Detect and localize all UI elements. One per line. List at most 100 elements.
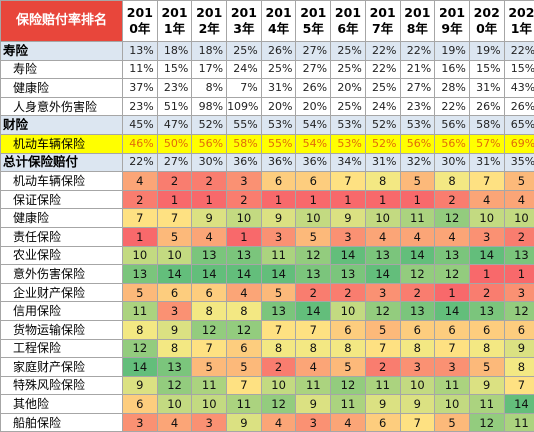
rank-cell: 5 xyxy=(261,283,296,302)
rank-row-label: 信用保险 xyxy=(1,302,123,321)
rank-cell: 12 xyxy=(192,320,227,339)
rank-cell: 7 xyxy=(400,413,435,432)
rank-cell: 5 xyxy=(365,320,400,339)
rank-cell: 5 xyxy=(331,358,366,377)
ratio-cell: 25% xyxy=(331,97,366,116)
rank-cell: 11 xyxy=(123,302,158,321)
rank-cell: 5 xyxy=(400,172,435,191)
rank-cell: 4 xyxy=(123,172,158,191)
rank-cell: 7 xyxy=(157,209,192,228)
ratio-cell: 36% xyxy=(296,153,331,172)
rank-cell: 6 xyxy=(192,283,227,302)
rank-row-label: 船舶保险 xyxy=(1,413,123,432)
rank-cell: 11 xyxy=(435,376,470,395)
ratio-cell: 57% xyxy=(469,134,504,153)
rank-cell: 9 xyxy=(123,376,158,395)
rank-cell: 14 xyxy=(192,265,227,284)
rank-cell: 1 xyxy=(227,227,262,246)
rank-cell: 9 xyxy=(296,395,331,414)
rank-cell: 8 xyxy=(400,339,435,358)
rank-cell: 7 xyxy=(296,320,331,339)
rank-row-label: 健康险 xyxy=(1,209,123,228)
rank-cell: 14 xyxy=(504,395,534,414)
ratio-cell: 58% xyxy=(227,134,262,153)
rank-cell: 4 xyxy=(296,358,331,377)
row-label: 人身意外伤害险 xyxy=(1,97,123,116)
rank-cell: 12 xyxy=(227,320,262,339)
row-label: 寿险 xyxy=(1,60,123,79)
ratio-cell: 25% xyxy=(331,60,366,79)
rank-cell: 9 xyxy=(261,209,296,228)
rank-cell: 6 xyxy=(365,413,400,432)
rank-cell: 5 xyxy=(435,413,470,432)
ratio-cell: 50% xyxy=(157,134,192,153)
rank-cell: 12 xyxy=(331,376,366,395)
rank-cell: 3 xyxy=(157,302,192,321)
rank-cell: 7 xyxy=(192,339,227,358)
rank-cell: 1 xyxy=(331,190,366,209)
ratio-cell: 13% xyxy=(123,42,158,61)
rank-cell: 8 xyxy=(261,339,296,358)
rank-cell: 8 xyxy=(504,358,534,377)
ratio-cell: 22% xyxy=(365,60,400,79)
ratio-cell: 31% xyxy=(469,153,504,172)
rank-cell: 11 xyxy=(504,413,534,432)
ratio-cell: 15% xyxy=(157,60,192,79)
ratio-cell: 18% xyxy=(192,42,227,61)
rank-cell: 3 xyxy=(192,413,227,432)
rank-cell: 1 xyxy=(123,227,158,246)
rank-row-label: 企业财产保险 xyxy=(1,283,123,302)
row-label: 健康险 xyxy=(1,79,123,98)
rank-cell: 14 xyxy=(469,246,504,265)
ratio-cell: 26% xyxy=(296,79,331,98)
rank-row-label: 特殊风险保险 xyxy=(1,376,123,395)
rank-cell: 3 xyxy=(504,283,534,302)
ratio-cell: 25% xyxy=(227,42,262,61)
rank-cell: 10 xyxy=(227,209,262,228)
ratio-cell: 15% xyxy=(469,60,504,79)
rank-cell: 1 xyxy=(296,190,331,209)
rank-cell: 2 xyxy=(469,283,504,302)
row-label: 总计保险赔付 xyxy=(1,153,123,172)
rank-cell: 11 xyxy=(296,376,331,395)
ratio-cell: 53% xyxy=(331,134,366,153)
rank-cell: 6 xyxy=(400,320,435,339)
rank-cell: 13 xyxy=(504,246,534,265)
rank-cell: 12 xyxy=(504,302,534,321)
ratio-cell: 27% xyxy=(400,79,435,98)
rank-row-label: 责任保险 xyxy=(1,227,123,246)
rank-cell: 11 xyxy=(469,395,504,414)
ratio-cell: 23% xyxy=(123,97,158,116)
rank-cell: 2 xyxy=(123,190,158,209)
row-label: 机动车辆保险 xyxy=(1,134,123,153)
rank-cell: 9 xyxy=(192,209,227,228)
ratio-cell: 19% xyxy=(435,42,470,61)
rank-cell: 9 xyxy=(157,320,192,339)
table-title-cell: 保险赔付率排名 xyxy=(1,1,123,42)
rank-cell: 7 xyxy=(469,172,504,191)
ratio-cell: 30% xyxy=(192,153,227,172)
ratio-cell: 22% xyxy=(365,42,400,61)
ratio-cell: 98% xyxy=(192,97,227,116)
rank-row-label: 农业保险 xyxy=(1,246,123,265)
ratio-cell: 43% xyxy=(504,79,534,98)
rank-cell: 8 xyxy=(296,339,331,358)
ratio-cell: 36% xyxy=(227,153,262,172)
ratio-cell: 20% xyxy=(296,97,331,116)
rank-cell: 4 xyxy=(400,227,435,246)
rank-cell: 3 xyxy=(435,358,470,377)
